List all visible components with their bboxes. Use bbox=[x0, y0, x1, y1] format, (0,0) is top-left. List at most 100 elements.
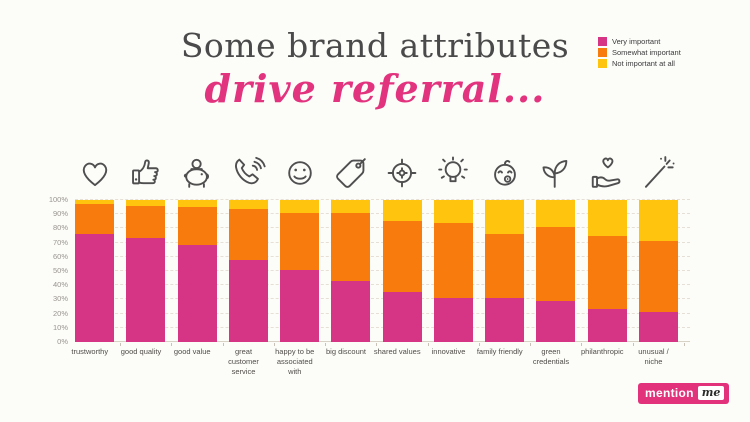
x-axis-category-label: innovative bbox=[431, 347, 466, 356]
y-axis-tick-label: 60% bbox=[52, 251, 68, 261]
legend-item: Not important at all bbox=[598, 59, 681, 68]
bar-segment bbox=[587, 309, 627, 342]
legend-label: Somewhat important bbox=[612, 48, 681, 57]
x-axis-tick bbox=[683, 343, 685, 346]
bar-segment bbox=[228, 200, 268, 209]
legend-swatch bbox=[598, 48, 607, 57]
bar-segment bbox=[433, 297, 473, 342]
x-axis-tick bbox=[325, 343, 327, 346]
stacked-bar bbox=[485, 200, 524, 342]
stacked-bar bbox=[177, 200, 217, 342]
stacked-bar bbox=[433, 200, 473, 342]
bar-segment bbox=[638, 241, 678, 313]
target-icon bbox=[383, 148, 422, 192]
bar-segment bbox=[331, 212, 371, 281]
stacked-bar bbox=[75, 200, 114, 342]
x-axis-tick bbox=[530, 343, 532, 346]
bar-segment bbox=[126, 200, 166, 206]
bar-segment bbox=[126, 205, 166, 239]
y-axis-tick-label: 0% bbox=[57, 337, 68, 346]
y-axis-tick-label: 70% bbox=[52, 237, 68, 247]
gridline bbox=[75, 199, 690, 200]
y-axis-tick-label: 80% bbox=[52, 223, 68, 233]
x-axis-tick bbox=[273, 343, 275, 346]
bar-segment bbox=[228, 259, 268, 342]
page-title: Some brand attributes bbox=[180, 26, 570, 65]
x-axis-category-label: good quality bbox=[120, 347, 162, 356]
stacked-bar bbox=[382, 200, 422, 342]
bar-segment bbox=[177, 200, 217, 208]
thumbs-up-icon bbox=[126, 148, 165, 192]
legend-label: Not important at all bbox=[612, 59, 675, 68]
bar-segment bbox=[177, 207, 217, 246]
legend-label: Very important bbox=[612, 37, 661, 46]
bar-segment bbox=[433, 200, 473, 223]
stacked-bar bbox=[280, 200, 319, 342]
baby-icon bbox=[485, 148, 524, 192]
magic-wand-icon bbox=[639, 148, 678, 192]
x-axis-category-label: unusual / niche bbox=[638, 347, 669, 366]
y-axis-tick-label: 50% bbox=[52, 266, 68, 275]
legend-item: Very important bbox=[598, 37, 681, 46]
logo-text-me: me bbox=[697, 386, 725, 400]
stacked-bar bbox=[536, 200, 576, 342]
bar-segment bbox=[536, 200, 576, 227]
phone-icon bbox=[229, 148, 268, 192]
x-axis-tick bbox=[427, 343, 429, 346]
x-axis-category-label: big discount bbox=[325, 347, 367, 356]
x-axis-tick bbox=[478, 343, 480, 346]
bar-segment bbox=[587, 200, 627, 236]
x-axis-category-label: great customer service bbox=[228, 347, 259, 376]
x-axis-category-label: family friendly bbox=[476, 347, 523, 356]
hand-heart-icon bbox=[588, 148, 627, 192]
bar-segment bbox=[280, 269, 319, 342]
x-axis-tick bbox=[376, 343, 378, 346]
x-axis-tick bbox=[222, 343, 224, 346]
bar-segment bbox=[280, 212, 319, 270]
y-axis-tick-label: 30% bbox=[52, 294, 68, 304]
legend-swatch bbox=[598, 59, 607, 68]
bar-segment bbox=[382, 292, 422, 342]
bar-segment bbox=[433, 222, 473, 298]
logo-text-mention: mention bbox=[645, 386, 694, 400]
price-tag-icon bbox=[331, 148, 370, 192]
bar-segment bbox=[536, 300, 576, 342]
x-axis-category-label: philanthropic bbox=[580, 347, 624, 356]
bar-segment bbox=[126, 238, 166, 342]
y-axis-tick-label: 100% bbox=[48, 195, 68, 204]
y-axis-tick-label: 10% bbox=[52, 322, 68, 332]
x-axis-category-label: good value bbox=[173, 347, 211, 356]
stacked-bar bbox=[126, 200, 166, 342]
bar-segment bbox=[75, 200, 114, 205]
bar-segment bbox=[638, 312, 678, 342]
x-axis-tick bbox=[632, 343, 634, 346]
bar-segment bbox=[177, 245, 217, 342]
bar-segment bbox=[382, 221, 422, 293]
x-axis-tick bbox=[120, 343, 122, 346]
stacked-bar bbox=[228, 200, 268, 342]
heart-icon bbox=[75, 148, 114, 192]
y-axis-tick-label: 20% bbox=[52, 308, 68, 318]
y-axis-tick-label: 90% bbox=[52, 209, 68, 219]
legend: Very important Somewhat important Not impo… bbox=[598, 37, 681, 70]
legend-item: Somewhat important bbox=[598, 48, 681, 57]
stacked-bar bbox=[638, 200, 678, 342]
y-axis-tick-label: 40% bbox=[52, 280, 68, 290]
x-axis-tick bbox=[581, 343, 583, 346]
bar-segment bbox=[536, 227, 576, 301]
x-axis-category-label: happy to be associated with bbox=[275, 347, 315, 376]
bar-segment bbox=[382, 200, 422, 222]
x-axis-category-label: shared values bbox=[373, 347, 421, 356]
page-subtitle: drive referral... bbox=[204, 66, 546, 111]
x-axis-category-label: trustworthy bbox=[71, 347, 109, 356]
stacked-bar bbox=[331, 200, 371, 342]
bar-segment bbox=[75, 234, 114, 342]
x-axis-labels-row: trustworthy good quality good value great c… bbox=[71, 347, 690, 376]
legend-swatch bbox=[598, 37, 607, 46]
category-icons-row bbox=[75, 148, 690, 192]
bar-segment bbox=[638, 200, 678, 242]
mentionme-logo: mention me bbox=[638, 383, 730, 404]
bar-segment bbox=[331, 200, 371, 213]
piggy-bank-icon bbox=[178, 148, 217, 192]
